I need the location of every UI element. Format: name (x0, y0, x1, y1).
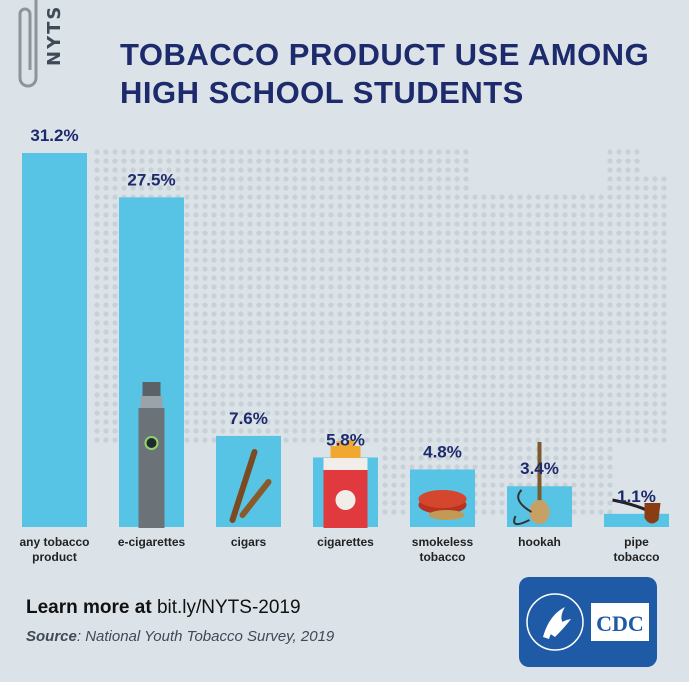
value-label-2: 7.6% (229, 409, 268, 428)
us-dot-map (94, 149, 667, 515)
learn-more: Learn more at bit.ly/NYTS-2019 (26, 597, 301, 619)
category-label-0: any tobacco (19, 535, 89, 549)
paperclip-icon (18, 0, 38, 88)
value-label-6: 1.1% (617, 487, 656, 506)
category-label-2: cigars (231, 535, 267, 549)
hookah-icon (513, 442, 550, 526)
bar-0 (22, 153, 87, 527)
category-label-1: e-cigarettes (118, 535, 186, 549)
bar-6 (604, 513, 669, 527)
category-label-4: tobacco (419, 550, 465, 564)
value-label-4: 4.8% (423, 442, 462, 461)
category-label-6: tobacco (613, 550, 659, 564)
category-label-6: pipe (624, 535, 649, 549)
source-label: Source (26, 628, 77, 645)
category-label-0: product (32, 550, 77, 564)
category-label-3: cigarettes (317, 535, 374, 549)
chart-title: TOBACCO PRODUCT USE AMONG HIGH SCHOOL ST… (120, 37, 650, 110)
learn-more-prefix: Learn more at (26, 597, 152, 618)
smokeless-tin-icon (418, 490, 467, 520)
value-label-5: 3.4% (520, 459, 559, 478)
cdc-logo-text: CDC (596, 611, 644, 636)
learn-more-link[interactable]: bit.ly/NYTS-2019 (156, 597, 301, 618)
e-cigarette-icon (138, 382, 165, 528)
category-label-5: hookah (518, 535, 561, 549)
value-label-0: 31.2% (30, 126, 78, 145)
value-label-3: 5.8% (326, 430, 365, 449)
value-label-1: 27.5% (127, 170, 175, 189)
cigar-icon (229, 449, 272, 523)
source-note: Source: National Youth Tobacco Survey, 2… (26, 628, 334, 645)
cdc-logo: CDC (519, 577, 657, 667)
category-label-4: smokeless (412, 535, 474, 549)
source-text: : National Youth Tobacco Survey, 2019 (76, 628, 335, 645)
cigarette-pack-icon (323, 440, 368, 528)
pipe-icon (612, 498, 661, 524)
